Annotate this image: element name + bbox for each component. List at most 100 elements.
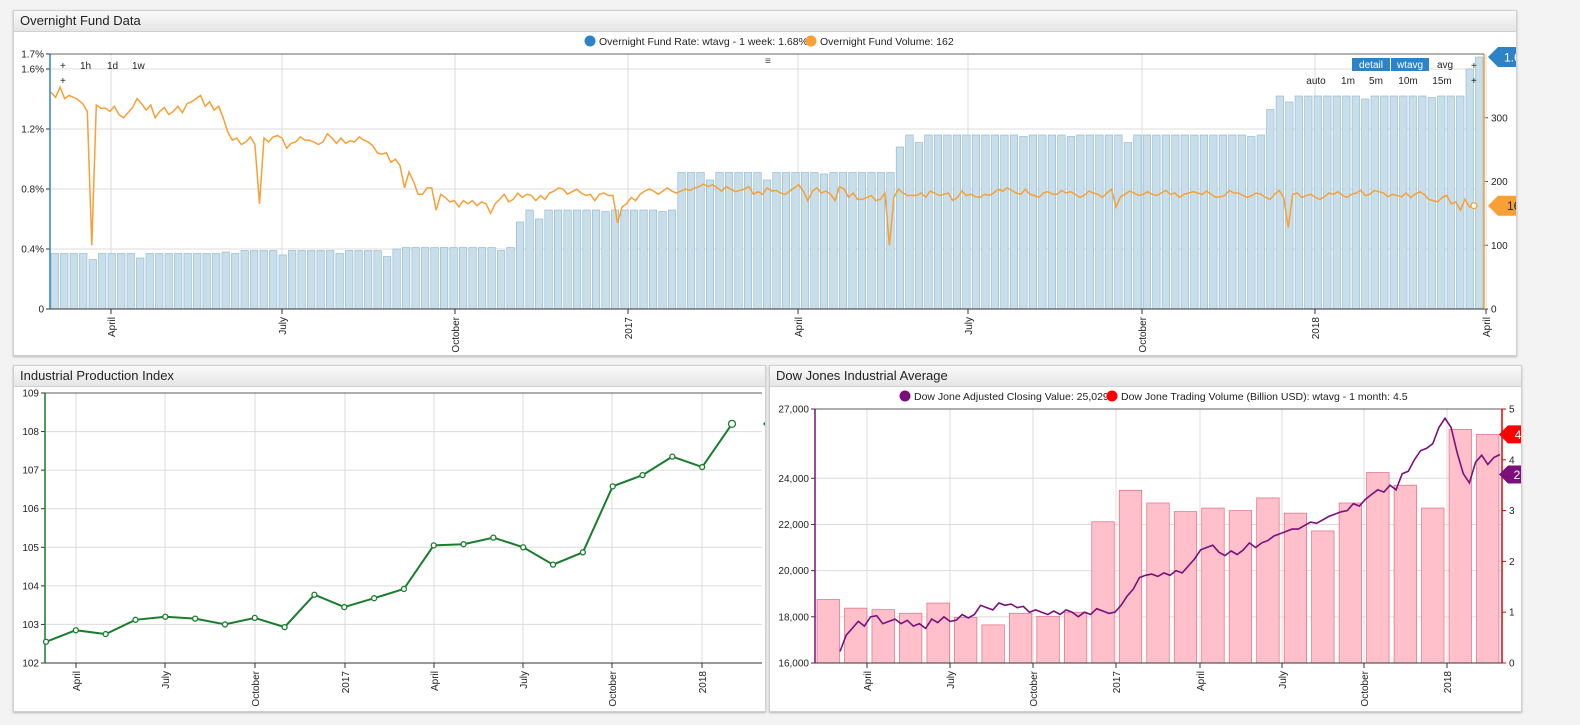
rate-bar[interactable]: [943, 134, 952, 310]
rate-bar[interactable]: [1237, 134, 1246, 310]
volume-last-point[interactable]: [1470, 202, 1478, 210]
ipi-point[interactable]: [132, 616, 139, 623]
rate-bar[interactable]: [573, 209, 582, 310]
volume-bar[interactable]: [1146, 502, 1170, 664]
rate-bar[interactable]: [1285, 101, 1294, 310]
rate-bar[interactable]: [297, 250, 306, 310]
volume-bar[interactable]: [1063, 611, 1088, 664]
rate-bar[interactable]: [1304, 95, 1313, 310]
rate-bar[interactable]: [50, 253, 59, 310]
ipi-point[interactable]: [102, 630, 109, 638]
rate-bar[interactable]: [1408, 95, 1417, 310]
rate-bar[interactable]: [288, 250, 297, 310]
close-line[interactable]: [839, 416, 1501, 652]
ipi-point[interactable]: [579, 549, 587, 556]
mode-button-avg[interactable]: avg: [1437, 60, 1453, 71]
rate-bar[interactable]: [629, 209, 639, 310]
zoom-plus-control[interactable]: +: [1471, 61, 1477, 72]
rate-bar[interactable]: [686, 172, 696, 310]
rate-bar[interactable]: [535, 218, 544, 310]
ipi-point[interactable]: [669, 453, 676, 460]
ipi-point[interactable]: [727, 419, 737, 429]
ipi-point[interactable]: [460, 541, 467, 548]
rate-bar[interactable]: [497, 250, 506, 310]
rate-bar[interactable]: [895, 146, 905, 310]
legend-close[interactable]: Dow Jone Adjusted Closing Value: 25,029: [914, 391, 1109, 403]
rate-bar[interactable]: [1180, 134, 1189, 310]
rate-bar[interactable]: [639, 209, 648, 310]
rate-bar[interactable]: [126, 253, 135, 310]
volume-bar[interactable]: [954, 616, 978, 664]
rate-bar[interactable]: [658, 211, 667, 310]
rate-bar[interactable]: [516, 221, 525, 310]
volume-bar[interactable]: [1201, 507, 1225, 664]
rate-bar[interactable]: [487, 247, 496, 310]
rate-bar[interactable]: [1066, 136, 1075, 310]
rate-bar[interactable]: [98, 253, 107, 310]
rate-bar[interactable]: [316, 250, 325, 310]
rate-bar[interactable]: [592, 209, 601, 310]
rate-bar[interactable]: [819, 173, 829, 310]
rate-bar[interactable]: [136, 257, 145, 310]
rate-bar[interactable]: [212, 253, 221, 310]
rate-bar[interactable]: [990, 134, 999, 310]
rate-bar[interactable]: [326, 250, 335, 310]
rate-bar[interactable]: [1000, 134, 1009, 310]
ipi-point[interactable]: [609, 483, 616, 490]
rate-bar[interactable]: [952, 134, 961, 310]
rate-bar[interactable]: [1323, 95, 1332, 310]
volume-bar[interactable]: [1036, 615, 1060, 664]
rate-bar[interactable]: [1152, 134, 1161, 310]
rate-bar[interactable]: [221, 251, 230, 310]
rate-bar[interactable]: [1142, 134, 1151, 310]
ipi-point[interactable]: [251, 614, 258, 622]
rate-bar[interactable]: [1171, 134, 1180, 310]
rate-bar[interactable]: [60, 253, 69, 310]
rate-bar[interactable]: [202, 253, 211, 310]
mode-button-bg[interactable]: [1391, 58, 1429, 71]
period-control-1d[interactable]: 1d: [107, 61, 118, 72]
mode-button-detail[interactable]: detail: [1359, 60, 1383, 71]
rate-bar[interactable]: [1218, 134, 1227, 310]
volume-bar[interactable]: [1311, 530, 1335, 664]
rate-bar[interactable]: [1313, 95, 1322, 310]
rate-bar[interactable]: [259, 250, 268, 310]
rate-bar[interactable]: [1209, 134, 1218, 310]
rate-bar[interactable]: [582, 209, 591, 310]
rate-bar[interactable]: [1247, 136, 1256, 310]
rate-bar[interactable]: [430, 247, 439, 310]
rate-bar[interactable]: [240, 250, 249, 310]
rate-bar[interactable]: [88, 259, 97, 310]
rate-bar[interactable]: [648, 209, 658, 310]
rate-bar[interactable]: [677, 172, 686, 310]
volume-bar[interactable]: [1338, 502, 1362, 664]
legend-marker-volume[interactable]: [805, 35, 817, 47]
rate-bar[interactable]: [611, 209, 620, 310]
rate-bar[interactable]: [1380, 95, 1389, 310]
mode-button-wtavg[interactable]: wtavg: [1396, 60, 1423, 71]
rate-bar[interactable]: [1266, 109, 1275, 310]
rate-bar[interactable]: [392, 248, 401, 310]
volume-bar[interactable]: [1256, 497, 1280, 664]
rate-bar[interactable]: [421, 247, 430, 310]
volume-bar[interactable]: [1091, 521, 1115, 664]
rate-bar[interactable]: [620, 209, 629, 310]
interval-control-10m[interactable]: 10m: [1398, 76, 1417, 87]
rate-bar[interactable]: [667, 209, 677, 310]
zoom-plus-control[interactable]: +: [60, 76, 66, 87]
rate-bar[interactable]: [193, 253, 202, 310]
rate-bar[interactable]: [1161, 134, 1170, 310]
volume-bar[interactable]: [1366, 472, 1390, 664]
rate-bar[interactable]: [1465, 68, 1474, 310]
rate-bar[interactable]: [1114, 134, 1123, 310]
rate-bar[interactable]: [1361, 98, 1370, 310]
rate-bar[interactable]: [1028, 134, 1037, 310]
rate-bar[interactable]: [876, 172, 886, 310]
period-control-1w[interactable]: 1w: [132, 61, 146, 72]
rate-bar[interactable]: [924, 134, 933, 310]
ipi-point[interactable]: [221, 621, 229, 628]
volume-bar[interactable]: [926, 602, 950, 664]
period-control-1h[interactable]: 1h: [80, 61, 91, 72]
rate-bar[interactable]: [1085, 134, 1094, 310]
rate-bar[interactable]: [1047, 134, 1056, 310]
